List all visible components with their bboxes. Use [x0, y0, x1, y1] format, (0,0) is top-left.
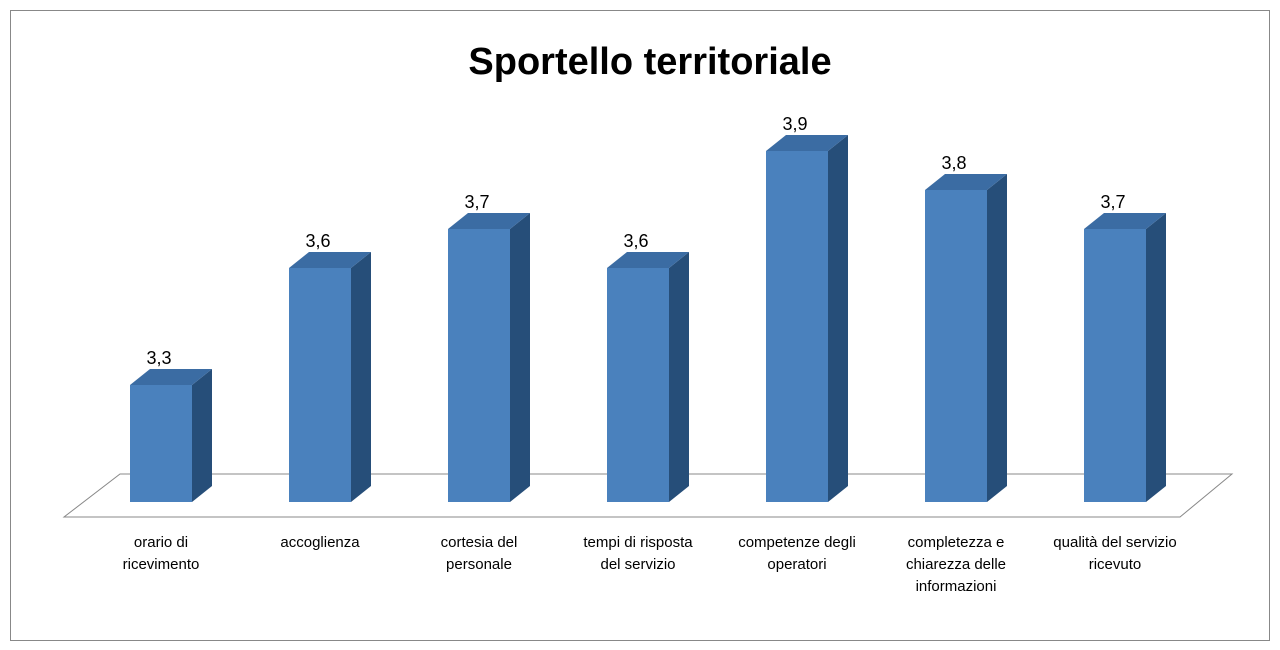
bar [925, 190, 987, 502]
bar-top [289, 252, 371, 268]
bar [766, 151, 828, 502]
value-label: 3,9 [782, 114, 807, 134]
bar-top [448, 213, 530, 229]
x-tick-label: qualità del servizio ricevuto [1053, 534, 1177, 573]
value-label: 3,6 [305, 231, 330, 251]
chart-title: Sportello territoriale [468, 41, 831, 83]
bar-top [766, 135, 848, 151]
bar [448, 229, 510, 502]
value-label: 3,3 [146, 348, 171, 368]
bar-top [130, 369, 212, 385]
bar-side [351, 252, 371, 502]
bar-side [510, 213, 530, 502]
value-label: 3,7 [464, 192, 489, 212]
bar-side [669, 252, 689, 502]
x-tick-label: completezza e chiarezza delle informazio… [905, 534, 1007, 595]
x-tick-label: tempi di risposta del servizio [583, 534, 693, 573]
x-tick-label: competenze degli operatori [738, 534, 856, 573]
bar-top [925, 174, 1007, 190]
x-tick-label: cortesia del personale [440, 534, 518, 573]
x-tick-label: orario di ricevimento [122, 534, 200, 573]
x-tick-label: accoglienza [280, 534, 360, 551]
bar [130, 385, 192, 502]
value-label: 3,8 [941, 153, 966, 173]
bar-side [987, 174, 1007, 502]
value-label: 3,6 [623, 231, 648, 251]
bar-side [192, 369, 212, 502]
bar [607, 268, 669, 502]
bar [1084, 229, 1146, 502]
bar-side [1146, 213, 1166, 502]
bar [289, 268, 351, 502]
bar-top [607, 252, 689, 268]
bar-top [1084, 213, 1166, 229]
value-label: 3,7 [1100, 192, 1125, 212]
bar-side [828, 135, 848, 502]
